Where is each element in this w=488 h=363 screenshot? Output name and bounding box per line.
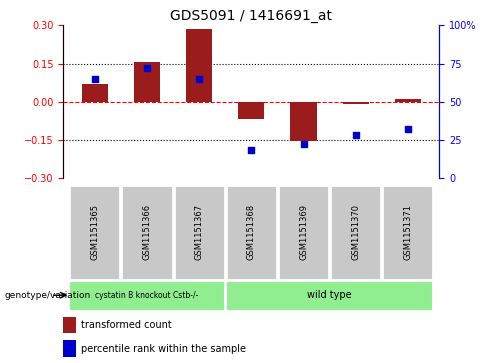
Point [195, 76, 203, 82]
Bar [343, 102, 369, 104]
Bar [226, 281, 433, 310]
Bar [63, 317, 76, 333]
Text: GSM1151369: GSM1151369 [299, 204, 308, 260]
Text: GSM1151370: GSM1151370 [351, 204, 360, 260]
Bar [134, 62, 160, 102]
Bar [174, 185, 224, 280]
Bar [382, 185, 433, 280]
Point [300, 142, 307, 147]
Text: GSM1151365: GSM1151365 [90, 204, 99, 260]
Bar [122, 185, 173, 280]
Text: transformed count: transformed count [81, 321, 171, 330]
Bar [330, 185, 381, 280]
Text: GSM1151366: GSM1151366 [142, 204, 151, 260]
Title: GDS5091 / 1416691_at: GDS5091 / 1416691_at [170, 9, 332, 23]
Point [352, 132, 360, 138]
Text: GSM1151367: GSM1151367 [195, 204, 203, 260]
Point [247, 147, 255, 153]
Bar [238, 102, 264, 119]
Point [143, 65, 151, 71]
Text: GSM1151368: GSM1151368 [247, 204, 256, 260]
Bar [81, 84, 108, 102]
Text: wild type: wild type [307, 290, 352, 300]
Text: GSM1151371: GSM1151371 [404, 204, 412, 260]
Text: cystatin B knockout Cstb-/-: cystatin B knockout Cstb-/- [95, 291, 199, 300]
Bar [69, 185, 121, 280]
Bar [395, 99, 421, 102]
Point [404, 126, 412, 132]
Bar [63, 340, 76, 357]
Text: genotype/variation: genotype/variation [5, 291, 91, 300]
Text: percentile rank within the sample: percentile rank within the sample [81, 344, 245, 354]
Bar [290, 102, 317, 141]
Bar [226, 185, 277, 280]
Bar [69, 281, 224, 310]
Bar [278, 185, 329, 280]
Point [91, 76, 99, 82]
Bar [186, 29, 212, 102]
